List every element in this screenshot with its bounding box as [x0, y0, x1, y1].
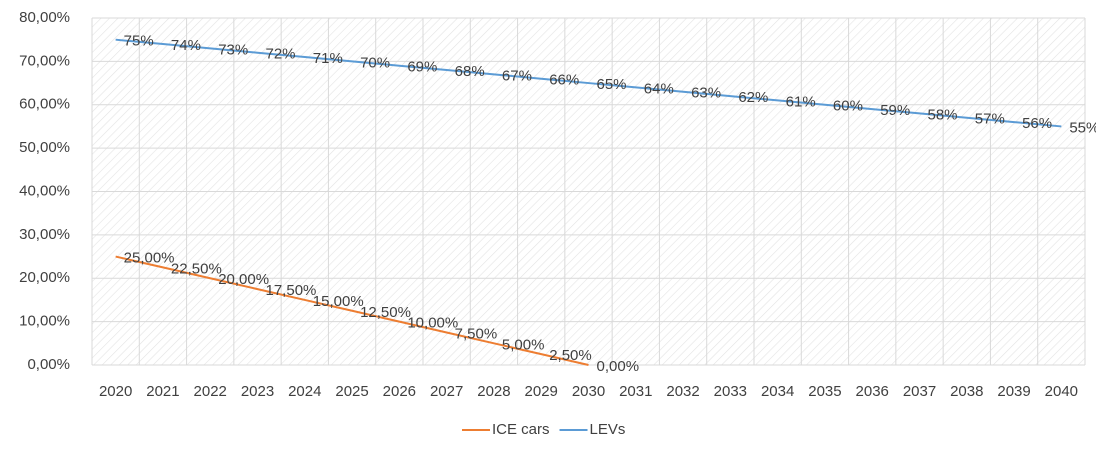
- data-label: 74%: [171, 37, 201, 54]
- data-label: 10,00%: [407, 315, 458, 332]
- data-label: 73%: [218, 41, 248, 58]
- y-tick-label: 70,00%: [19, 52, 70, 69]
- x-tick-label: 2030: [572, 383, 605, 400]
- data-label: 25,00%: [124, 250, 175, 267]
- y-tick-label: 0,00%: [27, 356, 70, 373]
- data-label: 0,00%: [597, 358, 640, 375]
- y-tick-label: 30,00%: [19, 226, 70, 243]
- data-label: 17,50%: [266, 282, 317, 299]
- data-label: 55%: [1069, 119, 1096, 136]
- legend-label: LEVs: [590, 421, 626, 438]
- legend-label: ICE cars: [492, 421, 550, 438]
- data-label: 56%: [1022, 115, 1052, 132]
- x-tick-label: 2037: [903, 383, 936, 400]
- y-tick-label: 80,00%: [19, 9, 70, 26]
- data-label: 7,50%: [455, 325, 498, 342]
- x-tick-label: 2032: [666, 383, 699, 400]
- data-label: 20,00%: [218, 271, 269, 288]
- x-tick-label: 2023: [241, 383, 274, 400]
- x-tick-label: 2026: [383, 383, 416, 400]
- data-label: 5,00%: [502, 336, 545, 353]
- data-label: 59%: [880, 102, 910, 119]
- x-tick-label: 2028: [477, 383, 510, 400]
- data-label: 67%: [502, 67, 532, 84]
- data-label: 71%: [313, 50, 343, 67]
- data-label: 65%: [597, 76, 627, 93]
- y-tick-label: 60,00%: [19, 96, 70, 113]
- data-label: 75%: [124, 33, 154, 50]
- x-tick-label: 2034: [761, 383, 794, 400]
- data-label: 2,50%: [549, 347, 592, 364]
- x-tick-label: 2036: [856, 383, 889, 400]
- data-label: 60%: [833, 98, 863, 115]
- y-tick-label: 50,00%: [19, 139, 70, 156]
- data-label: 22,50%: [171, 260, 222, 277]
- x-tick-label: 2033: [714, 383, 747, 400]
- x-tick-label: 2025: [335, 383, 368, 400]
- data-label: 72%: [266, 46, 296, 63]
- data-label: 66%: [549, 72, 579, 89]
- x-tick-label: 2029: [525, 383, 558, 400]
- line-series: [115, 38, 1062, 128]
- y-tick-label: 20,00%: [19, 269, 70, 286]
- data-label: 70%: [360, 54, 390, 71]
- data-label: 63%: [691, 85, 721, 102]
- data-label: 69%: [407, 59, 437, 76]
- x-tick-label: 2031: [619, 383, 652, 400]
- x-tick-label: 2027: [430, 383, 463, 400]
- x-tick-label: 2035: [808, 383, 841, 400]
- data-label: 15,00%: [313, 293, 364, 310]
- x-tick-label: 2040: [1045, 383, 1078, 400]
- y-tick-label: 40,00%: [19, 182, 70, 199]
- data-label: 58%: [928, 106, 958, 123]
- x-tick-label: 2022: [194, 383, 227, 400]
- y-tick-label: 10,00%: [19, 313, 70, 330]
- data-label: 64%: [644, 80, 674, 97]
- x-tick-label: 2020: [99, 383, 132, 400]
- data-label: 68%: [455, 63, 485, 80]
- data-label: 62%: [738, 89, 768, 106]
- data-label: 12,50%: [360, 304, 411, 321]
- line-series: [115, 255, 589, 366]
- x-tick-label: 2024: [288, 383, 321, 400]
- data-label: 57%: [975, 111, 1005, 128]
- x-tick-label: 2021: [146, 383, 179, 400]
- x-tick-label: 2038: [950, 383, 983, 400]
- x-tick-label: 2039: [997, 383, 1030, 400]
- data-label: 61%: [786, 93, 816, 110]
